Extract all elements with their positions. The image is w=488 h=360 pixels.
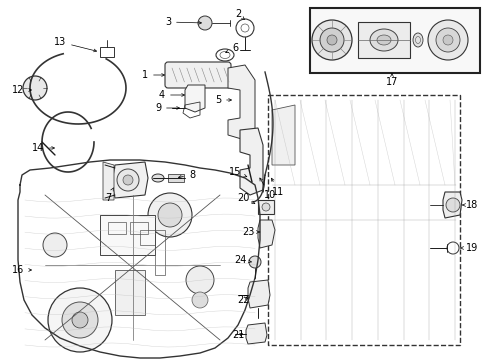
Polygon shape bbox=[184, 85, 204, 112]
Circle shape bbox=[148, 193, 192, 237]
Text: 10: 10 bbox=[259, 178, 276, 200]
Text: 23: 23 bbox=[242, 227, 259, 237]
Circle shape bbox=[48, 288, 112, 352]
Circle shape bbox=[248, 256, 261, 268]
Circle shape bbox=[117, 169, 139, 191]
Ellipse shape bbox=[376, 35, 390, 45]
Circle shape bbox=[319, 28, 343, 52]
Circle shape bbox=[158, 203, 182, 227]
Text: 18: 18 bbox=[462, 200, 477, 210]
Bar bbox=[100, 47, 114, 57]
Circle shape bbox=[427, 20, 467, 60]
Circle shape bbox=[311, 20, 351, 60]
FancyBboxPatch shape bbox=[164, 62, 230, 88]
Bar bbox=[309, 8, 479, 73]
Bar bbox=[168, 174, 183, 182]
Polygon shape bbox=[442, 192, 461, 218]
Circle shape bbox=[43, 233, 67, 257]
Bar bbox=[115, 270, 145, 315]
Polygon shape bbox=[245, 323, 266, 344]
Text: 6: 6 bbox=[225, 43, 238, 53]
Text: 3: 3 bbox=[164, 17, 201, 27]
Polygon shape bbox=[240, 128, 263, 195]
Text: 13: 13 bbox=[54, 37, 96, 52]
Text: 7: 7 bbox=[104, 188, 113, 203]
Polygon shape bbox=[247, 280, 269, 308]
Text: 19: 19 bbox=[459, 243, 477, 253]
Circle shape bbox=[62, 302, 98, 338]
Polygon shape bbox=[258, 220, 274, 248]
Circle shape bbox=[435, 28, 459, 52]
Text: 1: 1 bbox=[142, 70, 164, 80]
Text: 8: 8 bbox=[178, 170, 195, 180]
Bar bbox=[357, 22, 409, 58]
Text: 9: 9 bbox=[155, 103, 179, 113]
Circle shape bbox=[442, 35, 452, 45]
Text: 14: 14 bbox=[32, 143, 54, 153]
Bar bbox=[130, 222, 148, 234]
Circle shape bbox=[192, 292, 207, 308]
Ellipse shape bbox=[412, 33, 422, 47]
Text: 22: 22 bbox=[236, 295, 249, 305]
Text: 12: 12 bbox=[12, 85, 31, 95]
Circle shape bbox=[23, 76, 47, 100]
Text: 24: 24 bbox=[233, 255, 251, 265]
Circle shape bbox=[198, 16, 212, 30]
Circle shape bbox=[445, 198, 459, 212]
Polygon shape bbox=[227, 65, 254, 140]
Bar bbox=[100, 215, 155, 255]
Bar bbox=[258, 200, 273, 214]
Circle shape bbox=[262, 203, 269, 211]
Text: 5: 5 bbox=[214, 95, 231, 105]
Ellipse shape bbox=[369, 29, 397, 51]
Text: 4: 4 bbox=[159, 90, 184, 100]
Ellipse shape bbox=[152, 174, 163, 182]
Polygon shape bbox=[112, 162, 148, 198]
Circle shape bbox=[326, 35, 336, 45]
Polygon shape bbox=[271, 105, 294, 165]
Circle shape bbox=[72, 312, 88, 328]
Polygon shape bbox=[103, 162, 114, 200]
Text: 17: 17 bbox=[385, 74, 397, 87]
Bar bbox=[108, 222, 126, 234]
Text: 20: 20 bbox=[236, 193, 254, 204]
Text: 16: 16 bbox=[12, 265, 31, 275]
Circle shape bbox=[123, 175, 133, 185]
Text: 11: 11 bbox=[271, 178, 284, 197]
Text: 2: 2 bbox=[234, 9, 244, 19]
Circle shape bbox=[185, 266, 214, 294]
Text: 15: 15 bbox=[228, 167, 246, 177]
Text: 21: 21 bbox=[231, 330, 244, 340]
